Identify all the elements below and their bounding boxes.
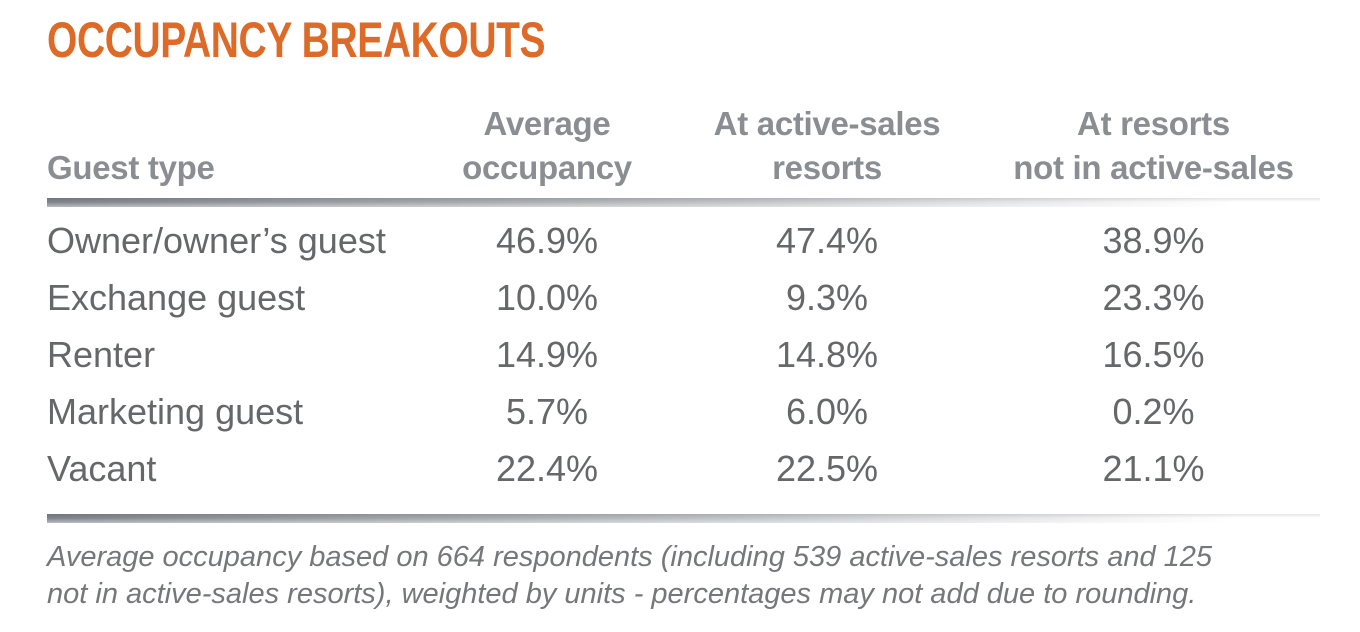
row-label-vacant: Vacant (47, 447, 157, 489)
row-label-owner: Owner/owner’s guest (47, 219, 386, 261)
cell-owner-active-sales: 47.4% (775, 219, 879, 261)
footer-divider-rule (47, 514, 1320, 523)
cell-exchange-average: 10.0% (495, 276, 599, 318)
row-label-marketing: Marketing guest (47, 390, 304, 432)
occupancy-table: Guest type Average occupancy At active-s… (47, 102, 1320, 523)
cell-marketing-active-sales: 6.0% (785, 390, 869, 432)
cell-vacant-not-active-sales: 21.1% (1102, 447, 1205, 489)
row-label-exchange: Exchange guest (47, 276, 306, 318)
cell-exchange-active-sales: 9.3% (785, 276, 869, 318)
header-divider-rule (47, 198, 1320, 207)
cell-owner-not-active-sales: 38.9% (1102, 219, 1205, 261)
column-header-guest-type: Guest type (47, 149, 215, 186)
cell-renter-active-sales: 14.8% (775, 333, 879, 375)
footnote-line-1: Average occupancy based on 664 responden… (47, 541, 1213, 573)
cell-marketing-not-active-sales: 0.2% (1112, 390, 1195, 432)
column-header-average-occupancy: Average occupancy (462, 105, 632, 186)
cell-vacant-average: 22.4% (495, 447, 599, 489)
cell-exchange-not-active-sales: 23.3% (1102, 276, 1205, 318)
footnote-line-2: not in active-sales resorts), weighted b… (47, 578, 1197, 610)
column-header-not-in-active-sales: At resorts not in active-sales (1013, 105, 1294, 186)
table-footnote: Average occupancy based on 664 responden… (47, 539, 1360, 613)
cell-renter-not-active-sales: 16.5% (1102, 333, 1205, 375)
page-title: OCCUPANCY BREAKOUTS (47, 12, 1360, 68)
column-header-active-sales-resorts: At active-sales resorts (713, 105, 941, 186)
row-label-renter: Renter (47, 333, 156, 375)
cell-vacant-active-sales: 22.5% (775, 447, 879, 489)
cell-marketing-average: 5.7% (505, 390, 589, 432)
cell-renter-average: 14.9% (495, 333, 599, 375)
cell-owner-average: 46.9% (495, 219, 599, 261)
page-title-text: OCCUPANCY BREAKOUTS (47, 12, 546, 68)
